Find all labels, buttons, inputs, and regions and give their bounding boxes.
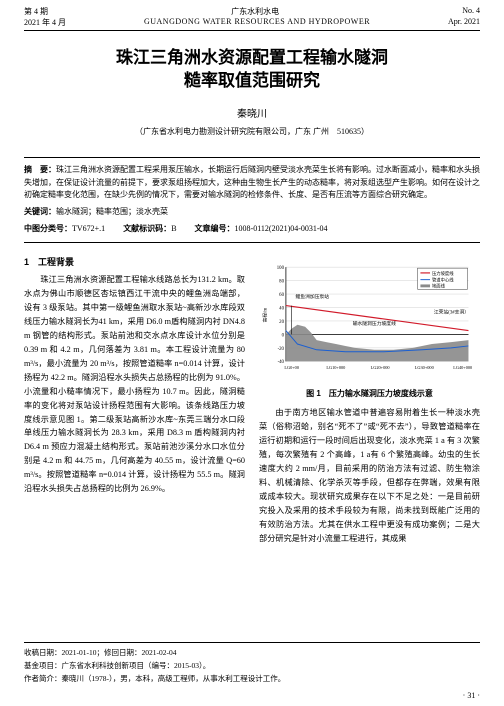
doccode-value: B bbox=[171, 224, 176, 233]
clc-value: TV672+.1 bbox=[72, 224, 105, 233]
affiliation: （广东省水利电力勘测设计研究院有限公司，广东 广州 510635） bbox=[24, 126, 480, 137]
issue-right: No. 4 bbox=[462, 6, 480, 17]
right-column: 100 80 60 40 20 0 -20 -40 高程/m LG0+00 LG… bbox=[259, 255, 480, 546]
svg-text:100: 100 bbox=[277, 266, 285, 271]
footer: 收稿日期：2021-01-10；修回日期：2021-02-04 基金项目：广东省… bbox=[24, 642, 480, 686]
date-left: 2021 年 4 月 bbox=[24, 17, 66, 28]
figure-1: 100 80 60 40 20 0 -20 -40 高程/m LG0+00 LG… bbox=[259, 255, 480, 401]
keywords-text: 输水隧洞；糙率范围；淡水壳菜 bbox=[56, 207, 168, 216]
footer-received: 收稿日期：2021-01-10；修回日期：2021-02-04 bbox=[24, 647, 480, 659]
artno-label: 文章编号： bbox=[195, 224, 235, 233]
abstract-text: 珠江三角洲水资源配置工程采用泵压输水，长期运行后隧洞内壁受淡水壳菜生长将有影响。… bbox=[24, 165, 480, 200]
keywords-label: 关键词： bbox=[24, 207, 56, 216]
page-number: · 31 · bbox=[463, 691, 480, 700]
author: 秦晓川 bbox=[24, 105, 480, 120]
doccode-label: 文献标识码： bbox=[123, 224, 171, 233]
footer-fund: 基金项目：广东省水利科技创新项目（编号：2015-03）。 bbox=[24, 660, 480, 672]
abstract-label: 摘 要： bbox=[24, 165, 56, 174]
svg-text:20: 20 bbox=[279, 320, 284, 325]
footer-bio: 作者简介：秦晓川（1978-），男，本科，高级工程师，从事水利工程设计工作。 bbox=[24, 673, 480, 685]
artno-value: 1008-0112(2021)04-0031-04 bbox=[235, 224, 328, 233]
svg-text:LG10+000: LG10+000 bbox=[326, 365, 345, 370]
svg-text:-20: -20 bbox=[278, 347, 285, 352]
header-rule bbox=[24, 30, 480, 31]
svg-text:LG0+00: LG0+00 bbox=[284, 365, 299, 370]
svg-text:LG20+000: LG20+000 bbox=[371, 365, 390, 370]
svg-text:80: 80 bbox=[279, 279, 284, 284]
svg-text:60: 60 bbox=[279, 293, 284, 298]
fig1-legend-3: 地面线 bbox=[432, 282, 446, 289]
section1-heading: 1 工程背景 bbox=[24, 255, 245, 270]
journal-en: GUANGDONG WATER RESOURCES AND HYDROPOWER bbox=[144, 17, 370, 28]
section1-body: 珠江三角洲水资源配置工程输水线路总长为131.2 km。取水点为佛山市顺德区杏坛… bbox=[24, 273, 245, 496]
keywords: 关键词：输水隧洞；糙率范围；淡水壳菜 bbox=[24, 206, 480, 219]
col2-body: 由于南方地区输水管道中普遍容易附着生长一种淡水壳菜（俗称沼蛤，别名“死不了”或“… bbox=[259, 406, 480, 545]
abstract: 摘 要：珠江三角洲水资源配置工程采用泵压输水，长期运行后隧洞内壁受淡水壳菜生长将… bbox=[24, 164, 480, 202]
svg-text:LG30+000: LG30+000 bbox=[415, 365, 434, 370]
classification: 中图分类号：TV672+.1 文献标识码：B 文章编号：1008-0112(20… bbox=[24, 223, 480, 236]
journal-cn: 广东水利水电 bbox=[231, 6, 279, 17]
left-column: 1 工程背景 珠江三角洲水资源配置工程输水线路总长为131.2 km。取水点为佛… bbox=[24, 255, 245, 546]
paper-title-line1: 珠江三角洲水资源配置工程输水隧洞 bbox=[24, 47, 480, 70]
clc-label: 中图分类号： bbox=[24, 224, 72, 233]
svg-text:40: 40 bbox=[279, 306, 284, 311]
issue-left: 第 4 期 bbox=[24, 6, 48, 17]
svg-text:LG40+000: LG40+000 bbox=[453, 365, 472, 370]
date-right: Apr. 2021 bbox=[448, 17, 480, 28]
figure-1-caption: 图 1 压力输水隧洞压力坡度线示意 bbox=[259, 387, 480, 401]
paper-title-line2: 糙率取值范围研究 bbox=[24, 70, 480, 93]
fig1-legend-1: 压力坡度线 bbox=[432, 270, 454, 277]
figure-1-svg: 100 80 60 40 20 0 -20 -40 高程/m LG0+00 LG… bbox=[259, 255, 480, 385]
